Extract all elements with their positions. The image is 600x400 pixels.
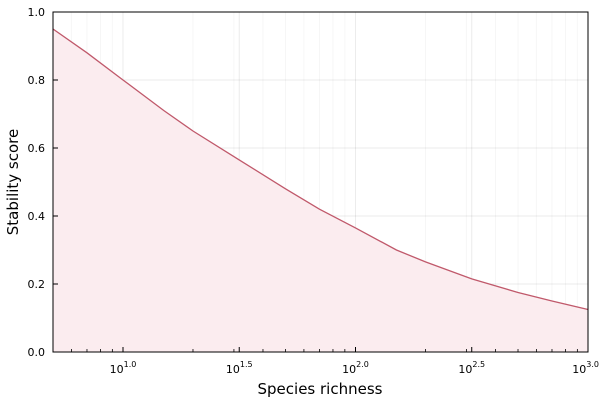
x-tick-label: 101.0 [110,360,137,376]
y-tick-label: 0.8 [28,74,46,87]
y-axis-title: Stability score [4,129,22,235]
y-tick-label: 0.4 [28,210,46,223]
series-line [52,28,589,311]
x-tick-label: 102.0 [342,360,369,376]
axes-frame [52,11,589,353]
series-area-fill [53,29,588,352]
x-axis-title: Species richness [258,380,383,398]
x-tick-label: 102.5 [458,360,485,376]
x-tick-label: 103.0 [572,360,599,376]
y-tick-label: 0.6 [28,142,46,155]
y-tick-label: 1.0 [28,6,46,19]
y-tick-label: 0.2 [28,278,46,291]
x-tick-label: 101.5 [226,360,253,376]
y-tick-label: 0.0 [28,346,46,359]
